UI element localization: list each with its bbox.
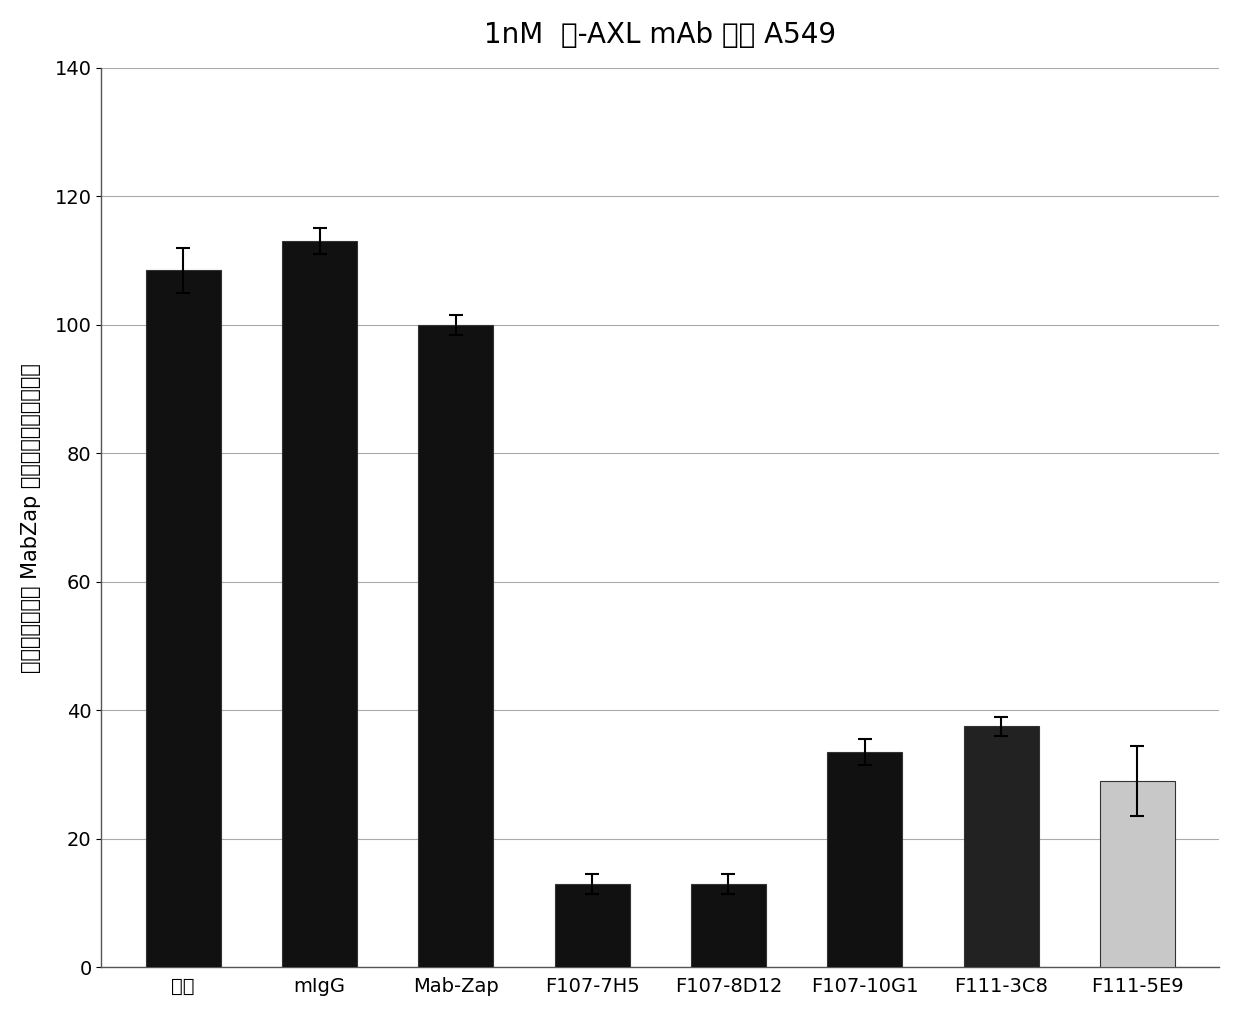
Bar [418, 324, 494, 967]
Bar [827, 753, 903, 967]
Bar [963, 726, 1039, 967]
Bar [554, 884, 630, 967]
Y-axis label: 相对于单独二级 MabZap 抗体的细胞存活百分数: 相对于单独二级 MabZap 抗体的细胞存活百分数 [21, 363, 41, 672]
Bar [281, 241, 357, 967]
Bar [146, 271, 221, 967]
Bar [1100, 781, 1174, 967]
Bar [691, 884, 766, 967]
Title: 1nM  抗-AXL mAb 用于 A549: 1nM 抗-AXL mAb 用于 A549 [485, 20, 836, 49]
